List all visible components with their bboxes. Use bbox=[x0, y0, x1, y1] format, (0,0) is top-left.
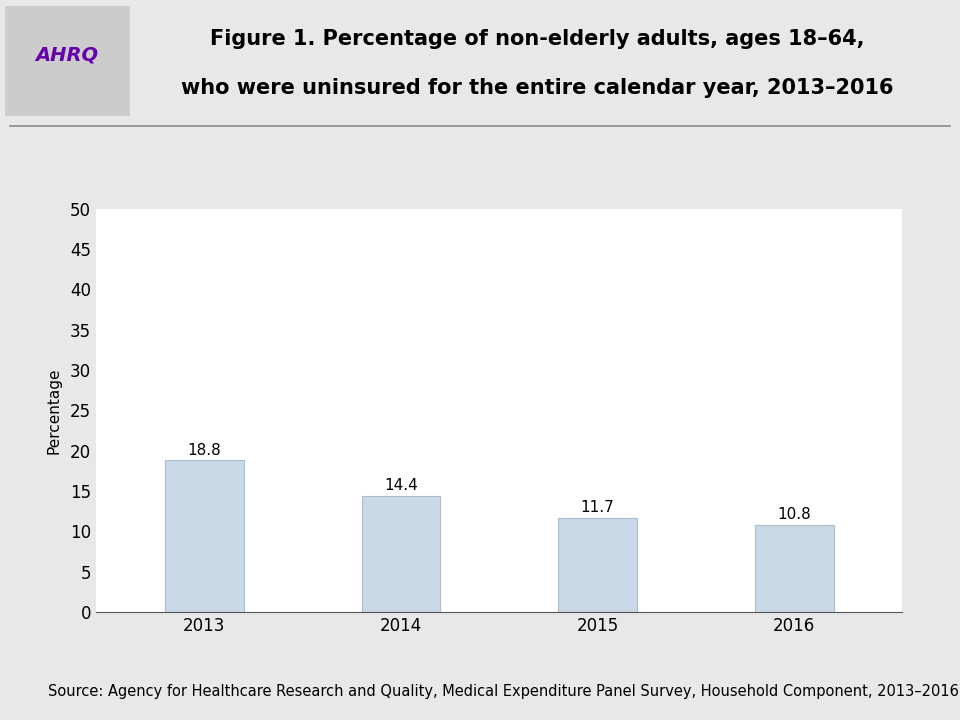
Bar bbox=[755, 525, 833, 612]
Text: AHRQ: AHRQ bbox=[36, 45, 99, 65]
Y-axis label: Percentage: Percentage bbox=[47, 367, 61, 454]
Text: 11.7: 11.7 bbox=[581, 500, 614, 516]
Text: Source: Agency for Healthcare Research and Quality, Medical Expenditure Panel Su: Source: Agency for Healthcare Research a… bbox=[48, 684, 960, 698]
Bar bbox=[558, 518, 636, 612]
Bar bbox=[5, 6, 130, 116]
Text: who were uninsured for the entire calendar year, 2013–2016: who were uninsured for the entire calend… bbox=[181, 78, 894, 98]
Text: 10.8: 10.8 bbox=[778, 508, 811, 523]
Bar bbox=[165, 460, 244, 612]
Text: 18.8: 18.8 bbox=[187, 443, 221, 458]
Bar bbox=[362, 496, 441, 612]
Text: Figure 1. Percentage of non-elderly adults, ages 18–64,: Figure 1. Percentage of non-elderly adul… bbox=[210, 30, 865, 49]
Text: 14.4: 14.4 bbox=[384, 479, 418, 493]
